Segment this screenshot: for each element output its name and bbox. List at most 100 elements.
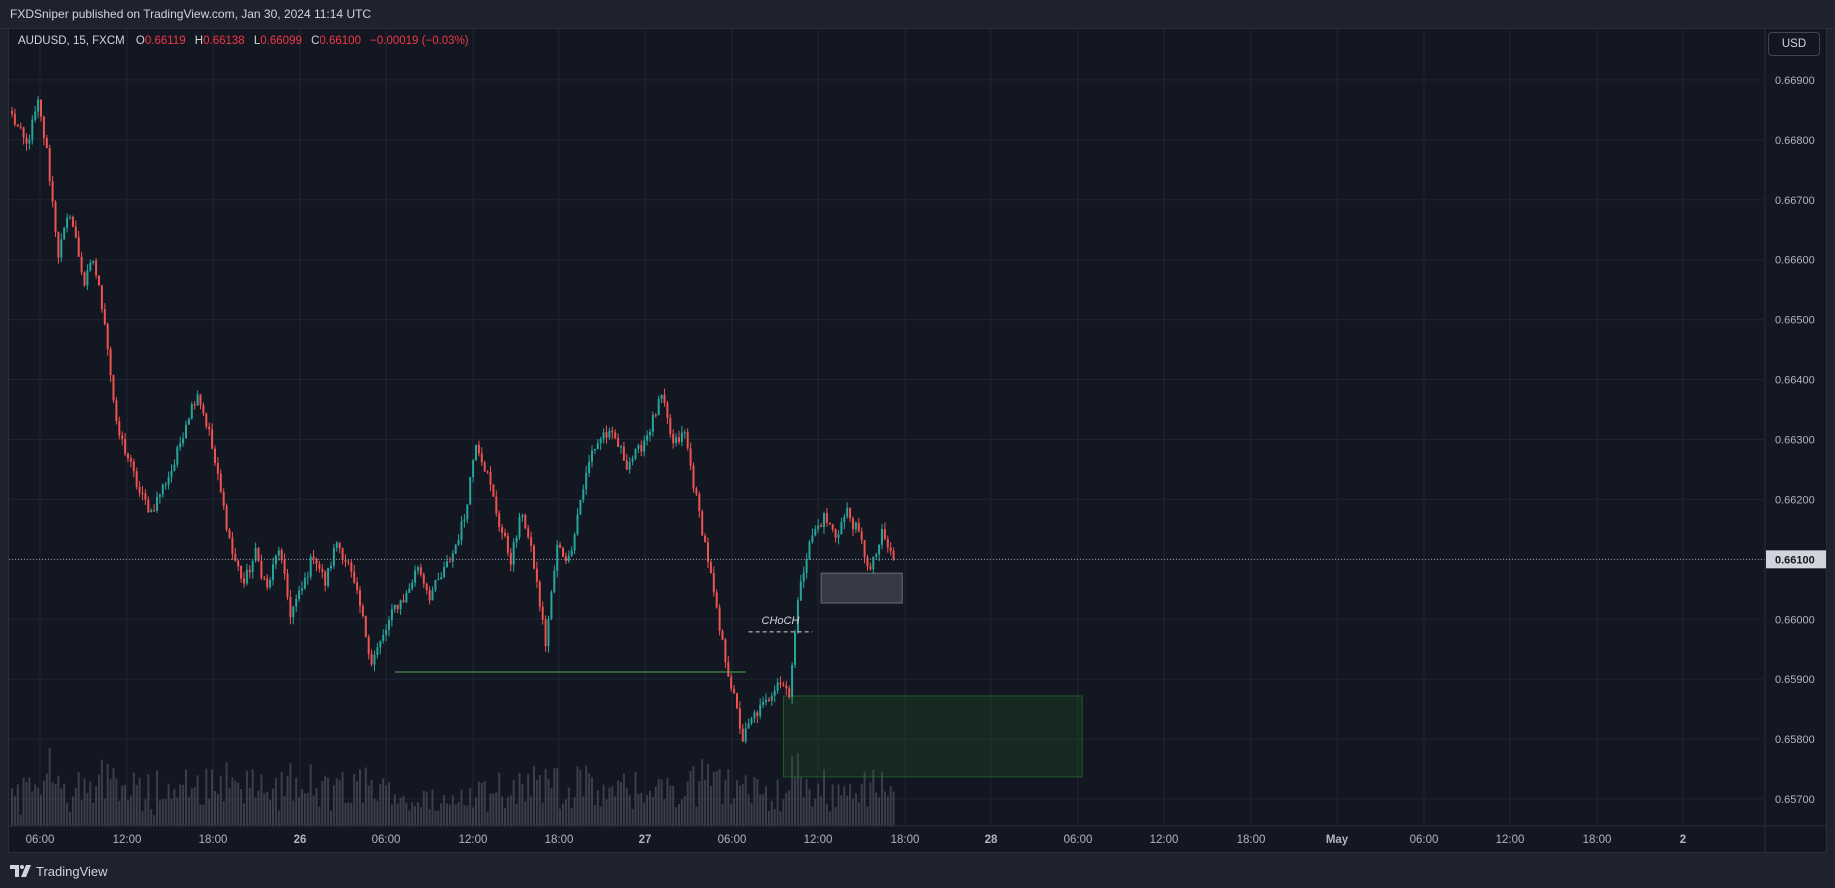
currency-button[interactable]: USD bbox=[1768, 32, 1820, 56]
candle-body bbox=[666, 403, 669, 418]
candle-body bbox=[823, 513, 825, 527]
candle-body bbox=[492, 484, 495, 497]
volume-bar bbox=[634, 771, 637, 826]
candle-body bbox=[724, 639, 727, 663]
candle-body bbox=[854, 522, 857, 530]
tradingview-logo[interactable]: TradingView bbox=[10, 862, 108, 880]
volume-bar bbox=[295, 777, 298, 826]
volume-bar bbox=[620, 782, 622, 826]
volume-bar bbox=[390, 804, 393, 826]
volume-bar bbox=[77, 772, 80, 826]
volume-bar bbox=[550, 787, 553, 826]
price-tick-label: 0.66400 bbox=[1775, 375, 1815, 387]
candle-body bbox=[796, 600, 799, 633]
order-block-box[interactable] bbox=[820, 572, 903, 604]
candle-body bbox=[712, 573, 715, 593]
volume-bar bbox=[538, 775, 541, 826]
volume-bar bbox=[417, 802, 419, 826]
volume-bar bbox=[785, 792, 788, 826]
volume-bar bbox=[889, 786, 892, 826]
candle-body bbox=[95, 260, 98, 276]
volume-bar bbox=[274, 778, 277, 826]
candle-body bbox=[141, 492, 144, 494]
volume-bar bbox=[446, 803, 448, 826]
volume-bar bbox=[234, 780, 237, 826]
candle-body bbox=[547, 618, 550, 647]
volume-bar bbox=[678, 803, 680, 826]
volume-bar bbox=[602, 784, 605, 826]
candle-body bbox=[419, 567, 422, 575]
candle-body bbox=[582, 489, 585, 500]
candle-body bbox=[799, 581, 802, 601]
volume-bar bbox=[251, 769, 254, 826]
volume-bar bbox=[48, 748, 51, 826]
candle-body bbox=[733, 688, 736, 694]
candle-body bbox=[881, 529, 883, 545]
candle-body bbox=[129, 458, 132, 462]
time-axis[interactable]: 06:00 12:00 18:00 26 06:00 12:00 18:00 27 06:00 1… bbox=[9, 825, 1826, 846]
price-tick-label: 0.66800 bbox=[1775, 135, 1815, 147]
volume-bar bbox=[817, 783, 820, 826]
candle-body bbox=[599, 438, 602, 444]
candle-body bbox=[657, 399, 660, 416]
candle-body bbox=[489, 471, 492, 485]
volume-bar bbox=[425, 791, 428, 826]
candle-body bbox=[805, 559, 808, 573]
volume-bar bbox=[216, 794, 219, 826]
volume-bar bbox=[422, 790, 425, 826]
volume-bar bbox=[872, 769, 875, 826]
time-tick-label: 12:00 bbox=[1496, 834, 1525, 846]
volume-bar bbox=[193, 787, 196, 826]
candle-body bbox=[669, 417, 672, 434]
volume-bar bbox=[765, 786, 767, 826]
candle-body bbox=[718, 607, 721, 631]
time-tick-label: 18:00 bbox=[199, 834, 228, 846]
candle-body bbox=[622, 446, 625, 461]
candle-body bbox=[51, 181, 54, 202]
candle-body bbox=[199, 394, 202, 405]
candle-body bbox=[730, 676, 733, 689]
candle-body bbox=[759, 704, 762, 717]
candle-body bbox=[388, 620, 390, 630]
volume-bar bbox=[367, 785, 370, 826]
tradingview-logo-icon bbox=[10, 865, 31, 877]
candle-body bbox=[840, 522, 843, 535]
candle-body bbox=[216, 462, 219, 474]
volume-bar bbox=[190, 788, 193, 826]
volume-bar bbox=[100, 759, 103, 826]
price-candles bbox=[11, 96, 895, 744]
candle-body bbox=[361, 606, 364, 617]
volume-bar bbox=[576, 766, 579, 826]
close-value: 0.66100 bbox=[319, 35, 361, 47]
volume-bar bbox=[376, 800, 379, 826]
volume-bar bbox=[150, 809, 153, 826]
candle-body bbox=[788, 688, 791, 697]
volume-bar bbox=[324, 775, 327, 826]
candle-body bbox=[292, 606, 295, 618]
candle-body bbox=[878, 544, 881, 555]
volume-bar bbox=[103, 798, 106, 826]
candle-body bbox=[437, 579, 440, 581]
candle-body bbox=[425, 583, 428, 591]
candle-body bbox=[472, 460, 475, 478]
volume-bar bbox=[747, 794, 750, 826]
candle-body bbox=[573, 534, 576, 551]
volume-bar bbox=[622, 773, 625, 826]
candle-body bbox=[208, 426, 211, 430]
candle-body bbox=[564, 556, 567, 562]
demand-zone-box[interactable] bbox=[782, 695, 1083, 778]
candle-body bbox=[324, 571, 327, 586]
candle-body bbox=[825, 513, 828, 523]
volume-bar bbox=[547, 778, 550, 826]
time-tick-label: 12:00 bbox=[804, 834, 833, 846]
price-axis[interactable]: 0.66900 0.66800 0.66700 0.66600 0.66500 0.664… bbox=[1764, 29, 1826, 852]
candle-body bbox=[112, 375, 115, 401]
candle-body bbox=[817, 525, 820, 530]
chart-pane[interactable] bbox=[8, 28, 1827, 853]
candle-body bbox=[327, 568, 330, 586]
volume-bar bbox=[759, 794, 762, 826]
volume-bar bbox=[332, 785, 335, 826]
volume-bar bbox=[573, 797, 576, 826]
volume-bar bbox=[495, 792, 498, 826]
